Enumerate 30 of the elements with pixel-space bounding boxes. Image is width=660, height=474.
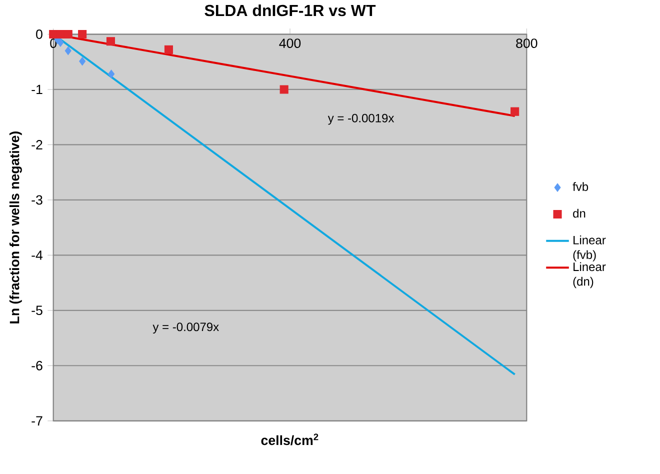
- y-tick-label: -1: [32, 84, 42, 94]
- point: [64, 46, 72, 55]
- point: [108, 70, 115, 78]
- point: [164, 45, 173, 54]
- y-tick-label: -7: [32, 416, 42, 426]
- point: [57, 38, 64, 47]
- y-tick-label: -2: [32, 140, 42, 150]
- y-tick-label: -3: [32, 195, 42, 205]
- y-tick-label: -6: [32, 360, 42, 370]
- y-tick-label: 0: [36, 29, 42, 39]
- point: [56, 30, 65, 38]
- y-axis-title: Ln (fraction for wells negative): [9, 131, 22, 324]
- legend-label: fvb: [572, 182, 588, 191]
- point: [106, 37, 115, 46]
- annotation: y = -0.0079x: [152, 322, 219, 334]
- point: [510, 107, 520, 116]
- point: [64, 30, 72, 38]
- annotation: y = -0.0019x: [328, 114, 394, 125]
- legend-label: Linear (dn): [573, 262, 606, 288]
- point: [280, 85, 288, 94]
- legend-label: dn: [573, 208, 586, 218]
- point: [78, 30, 87, 38]
- x-tick-label: 800: [516, 38, 538, 48]
- y-tick-label: -5: [32, 306, 42, 315]
- chart-title: SLDA dnIGF-1R vs WT: [204, 4, 376, 16]
- x-axis-title: cells/cm$^{2}$: [261, 434, 318, 446]
- y-tick-label: -4: [32, 250, 43, 260]
- x-tick-label: 400: [279, 38, 301, 48]
- legend-label: Linear (fvb): [573, 235, 606, 262]
- point: [79, 56, 86, 66]
